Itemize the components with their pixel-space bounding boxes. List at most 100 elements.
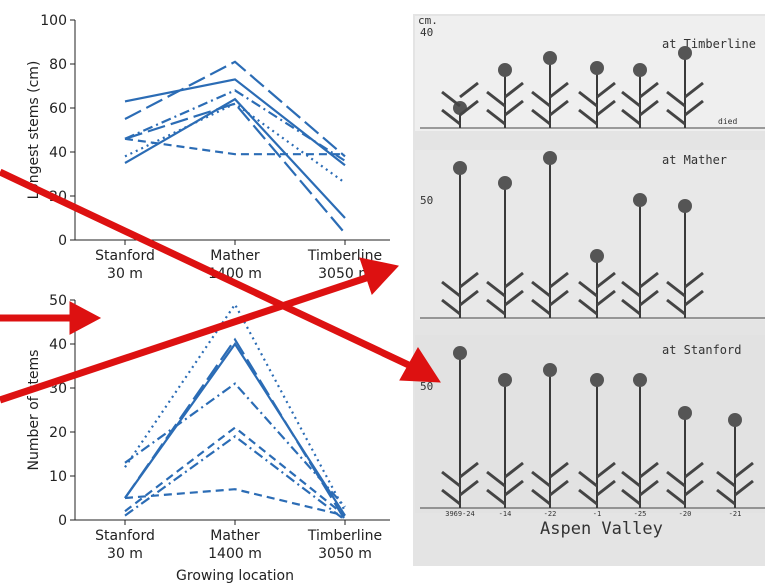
plant-leaf [596,81,616,99]
x-tick-label: Stanford [95,248,155,264]
plant-leaf [531,298,551,316]
plant-leaf [666,90,686,108]
x-tick-sublabel: 30 m [107,266,143,282]
plant-leaf [621,298,641,316]
plant-leaf [639,271,659,289]
plant-id: -25 [634,510,647,518]
photo-note: died [718,117,737,126]
plant-leaf [716,470,736,488]
series-line [124,89,346,162]
plant-photo: cm. 40 50 50 at Timberline at Mather at … [413,14,765,566]
plant-leaf [549,271,569,289]
plant-leaf [549,479,569,497]
photo-panel [415,150,765,320]
series-line [124,97,346,219]
plant-leaf [459,479,479,497]
y-axis-label: Number of stems [26,350,42,471]
plant-flower [498,63,512,77]
y-tick-label: 0 [58,233,67,249]
x-tick-sublabel: 30 m [107,546,143,562]
plant-leaf [621,488,641,506]
plant-leaf [666,280,686,298]
photo-panel-label: at Stanford [662,343,741,357]
plant-flower [543,151,557,165]
x-tick-label: Timberline [307,528,382,544]
plant-leaf [459,289,479,307]
plant-flower [633,193,647,207]
plant-leaf [578,298,598,316]
plant-flower [678,406,692,420]
plant-leaf [531,280,551,298]
plant-leaf [549,81,569,99]
photo-panel-label: at Timberline [662,37,756,51]
plant-id: -14 [499,510,512,518]
plant-id: -22 [544,510,557,518]
plant-flower [498,373,512,387]
series-line [124,337,346,521]
plant-leaf [578,280,598,298]
plant-leaf [441,90,461,108]
plant-flower [633,63,647,77]
photo-scale: 50 [420,194,433,207]
plant-leaf [639,81,659,99]
plant-leaf [621,108,641,126]
arrow-head [399,347,441,383]
plant-id: -20 [679,510,692,518]
plant-leaf [441,488,461,506]
plant-leaf [486,298,506,316]
plant-leaf [734,479,754,497]
plant-leaf [621,470,641,488]
series-line [124,102,346,235]
plant-leaf [639,479,659,497]
y-tick-label: 100 [40,13,67,29]
arrow [0,272,374,404]
x-axis-label: Growing location [176,568,294,583]
y-tick-label: 20 [49,425,67,441]
plant-flower [590,373,604,387]
plant-flower [678,199,692,213]
plant-leaf [596,99,616,117]
plant-leaf [531,108,551,126]
plant-leaf [578,108,598,126]
plant-leaf [531,90,551,108]
plant-leaf [531,488,551,506]
plant-leaf [459,461,479,479]
y-tick-label: 40 [49,145,67,161]
x-tick-label: Stanford [95,528,155,544]
plant-leaf [596,271,616,289]
plant-leaf [578,470,598,488]
plant-leaf [549,289,569,307]
plant-leaf [486,90,506,108]
x-tick-sublabel: 3050 m [318,546,372,562]
plant-leaf [504,289,524,307]
photo-panel-label: at Mather [662,153,727,167]
plant-leaf [441,280,461,298]
series-line [124,137,345,156]
series-line [124,488,346,517]
arrow [0,168,417,372]
plant-leaf [596,461,616,479]
plant-leaf [596,289,616,307]
plant-leaf [504,271,524,289]
plant-flower [728,413,742,427]
photo-panel [415,16,765,131]
plant-flower [543,363,557,377]
y-axis-label: Longest stems (cm) [26,61,42,200]
plant-leaf [578,90,598,108]
photo-scale: 40 [420,26,433,39]
series-line [124,435,346,521]
y-tick-label: 0 [58,513,67,529]
plant-flower [590,61,604,75]
plant-leaf [549,99,569,117]
plant-leaf [531,470,551,488]
x-tick-label: Mather [210,528,260,544]
plant-leaf [684,479,704,497]
series-line [124,426,346,517]
photo-caption: Aspen Valley [540,519,663,539]
plant-leaf [684,289,704,307]
plant-flower [543,51,557,65]
plant-leaf [639,289,659,307]
plant-leaf [621,90,641,108]
y-tick-label: 80 [49,57,67,73]
